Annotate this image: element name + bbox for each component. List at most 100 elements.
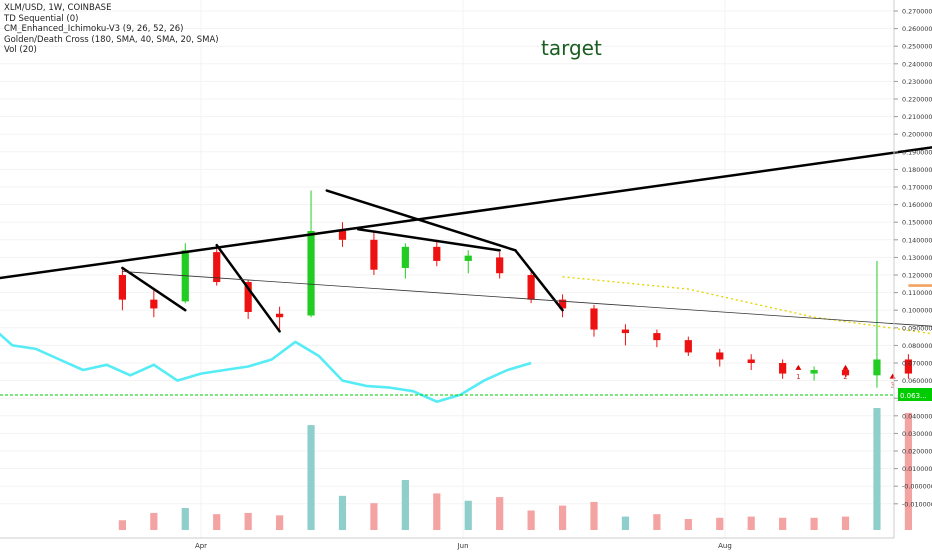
y-tick-label: 0.010000: [902, 465, 932, 473]
y-tick-label: 0.080000: [902, 342, 932, 350]
y-tick-label: 0.100000: [902, 307, 932, 315]
candle-body: [527, 275, 535, 300]
trendline: [514, 249, 564, 312]
time-axis[interactable]: AprJunAugOct182020MarMayJulSepNov2021Mar: [195, 542, 932, 550]
candle-body: [401, 246, 409, 268]
y-tick-label: 0.220000: [902, 96, 932, 104]
candle-body: [904, 359, 912, 374]
volume-bar: [779, 517, 787, 530]
y-tick-label: 0.150000: [902, 219, 932, 227]
x-tick-label: Apr: [195, 542, 207, 550]
candle-body: [684, 340, 692, 353]
volume-bar: [621, 516, 630, 530]
legend: XLM/USD, 1W, COINBASE TD Sequential (0) …: [4, 3, 219, 56]
volume-bar: [841, 516, 850, 530]
y-tick-label: 0.180000: [902, 166, 932, 174]
volume-bar: [276, 515, 284, 530]
candle-body: [464, 255, 472, 261]
candle-body: [621, 329, 630, 334]
candle-body: [433, 246, 441, 261]
td-sequential-labels: 112341212312345678: [795, 364, 896, 390]
candle-body: [118, 275, 126, 300]
candle-body: [558, 299, 567, 309]
y-tick-label: 0.040000: [902, 412, 932, 420]
volume-bar: [150, 512, 158, 530]
price-axis[interactable]: 0.270000 0.260000 0.250000 0.240000 0.230000…: [894, 8, 932, 509]
yellow-dotted-line: [562, 276, 932, 335]
y-tick-label: 0.270000: [902, 8, 932, 16]
legend-symbol[interactable]: XLM/USD, 1W, COINBASE: [4, 3, 112, 13]
candle-body: [810, 370, 818, 374]
candle-body: [590, 308, 598, 330]
volume-bar: [558, 505, 567, 530]
candle-body: [213, 252, 221, 283]
td-arrow-up: [795, 364, 802, 370]
volume-bar: [181, 508, 189, 530]
legend-indicator-volume[interactable]: Vol (20): [4, 45, 37, 55]
candle-body: [873, 359, 881, 376]
y-tick-label: 0.260000: [902, 25, 932, 33]
td-count-label: 2: [843, 373, 847, 381]
legend-indicator-cross[interactable]: Golden/Death Cross (180, SMA, 40, SMA, 2…: [4, 34, 219, 45]
volume-bar: [496, 497, 504, 530]
volume-bar: [904, 412, 912, 530]
last-price-badge: [898, 388, 932, 401]
candle-body: [653, 333, 661, 341]
candle-body: [338, 231, 347, 240]
y-tick-label: 0.060000: [902, 377, 932, 385]
candle-body: [841, 370, 850, 376]
candle-body: [370, 239, 378, 270]
td-count-label: 3: [890, 382, 894, 390]
volume-bar: [716, 517, 724, 530]
trendline: [325, 189, 517, 252]
y-tick-label: 0.160000: [902, 201, 932, 209]
candle-body: [716, 352, 724, 360]
volume-bar: [338, 495, 347, 530]
y-tick-label: 0.190000: [902, 148, 932, 156]
y-tick-label: 0.170000: [902, 184, 932, 192]
y-tick-label: 0.090000: [902, 324, 932, 332]
y-tick-label: -0.000000: [902, 483, 932, 491]
volume-bar: [213, 514, 221, 530]
x-tick-label: Aug: [718, 542, 732, 550]
y-tick-label: 0.200000: [902, 131, 932, 139]
volume-bar: [433, 493, 441, 530]
target-annotation: target: [541, 36, 602, 60]
trendline: [356, 227, 501, 252]
td-count-label: 1: [796, 373, 800, 381]
plot-background: [0, 0, 894, 538]
volume-bar: [653, 514, 661, 530]
legend-indicator-td[interactable]: TD Sequential (0): [4, 13, 79, 24]
candle-body: [150, 299, 158, 309]
x-tick-label: Jun: [457, 542, 469, 550]
volume-bar: [590, 501, 598, 530]
y-tick-label: 0.030000: [902, 430, 932, 438]
grid: [0, 0, 894, 538]
y-tick-label: 0.120000: [902, 272, 932, 280]
y-tick-label: 0.110000: [902, 289, 932, 297]
candle-body: [276, 313, 284, 318]
candle-body: [779, 363, 787, 374]
legend-indicator-ichimoku[interactable]: CM_Enhanced_Ichimoku-V3 (9, 26, 52, 26): [4, 24, 184, 34]
candle-body: [496, 257, 504, 274]
volume-bar: [370, 503, 378, 530]
volume-bar: [810, 517, 818, 530]
cyan-line: [0, 332, 532, 404]
td-arrow-up: [842, 364, 849, 370]
trendline: [122, 271, 932, 327]
volume-bar: [873, 408, 881, 530]
candle-body: [307, 231, 315, 316]
y-tick-label: 0.140000: [902, 236, 932, 244]
volume-bar: [118, 520, 126, 530]
volume-bar: [464, 500, 472, 530]
trendline: [121, 266, 187, 312]
volume-bar: [244, 512, 252, 530]
y-tick-label: 0.020000: [902, 448, 932, 456]
y-tick-label: -0.010000: [902, 500, 932, 508]
y-tick-label: 0.250000: [902, 43, 932, 51]
y-tick-label: 0.240000: [902, 60, 932, 68]
volume-bar: [684, 519, 692, 530]
candle-body: [244, 282, 252, 312]
